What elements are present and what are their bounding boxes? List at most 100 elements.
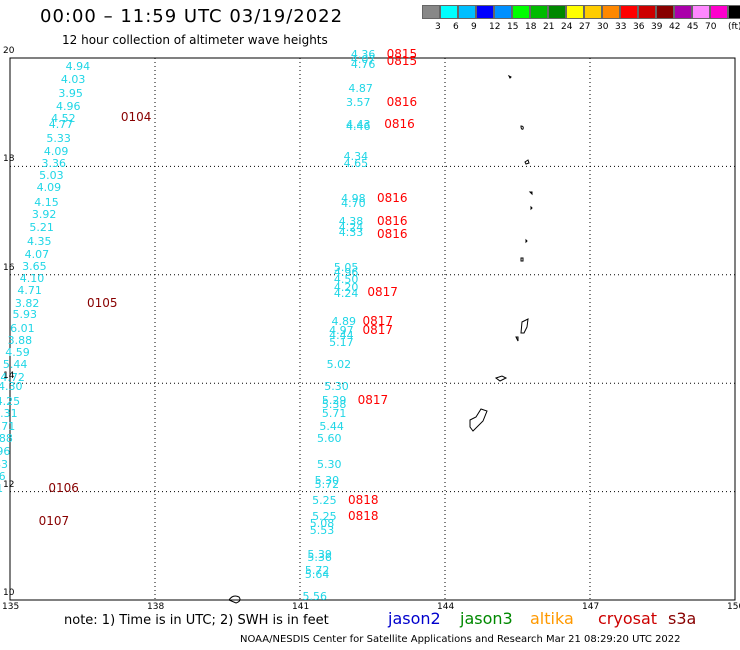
island-outline bbox=[520, 318, 529, 334]
orbit-label: 0105 bbox=[87, 295, 118, 310]
note-text: note: 1) Time is in UTC; 2) SWH is in fe… bbox=[64, 613, 329, 628]
orbit-label: 0817 bbox=[362, 322, 394, 337]
wave-height-label: 4.76 bbox=[350, 58, 376, 72]
scale-swatch bbox=[476, 5, 494, 19]
wave-height-label: 4.36 bbox=[350, 48, 376, 62]
scale-swatch bbox=[656, 5, 674, 19]
orbit-label: 0816 bbox=[377, 190, 408, 205]
wave-height-label: 4.34 bbox=[343, 150, 369, 164]
wave-height-label: 5.44 bbox=[319, 419, 344, 433]
scale-label: 6 bbox=[453, 22, 459, 32]
wave-height-label: 5.17 bbox=[329, 335, 354, 349]
scale-label: 24 bbox=[561, 22, 573, 32]
scale-swatch bbox=[674, 5, 692, 19]
wave-height-label: 4.30 bbox=[0, 379, 23, 393]
wave-height-label: 5.72 bbox=[314, 477, 340, 491]
island-outline bbox=[520, 257, 524, 262]
scale-label: 3 bbox=[435, 22, 441, 32]
wave-height-label: 5.25 bbox=[312, 493, 337, 507]
wave-height-label: 3.95 bbox=[58, 87, 83, 101]
scale-swatch bbox=[638, 5, 656, 19]
wave-height-label: 4.52 bbox=[51, 112, 76, 126]
orbit-label: 0815 bbox=[386, 47, 418, 62]
island-outline bbox=[524, 159, 530, 165]
wave-height-label: 5.30 bbox=[324, 379, 349, 393]
orbit-label: 0816 bbox=[386, 94, 418, 109]
wave-height-label: 4.09 bbox=[36, 181, 62, 195]
scale-label: 39 bbox=[651, 22, 663, 32]
island-outline bbox=[515, 336, 519, 342]
wave-height-label: 4.44 bbox=[329, 329, 354, 343]
wave-height-label: 4.43 bbox=[346, 117, 371, 131]
orbit-label: 0816 bbox=[377, 227, 408, 242]
lon-tick-label: 138 bbox=[147, 602, 165, 612]
wave-height-label: 5.36 bbox=[307, 551, 332, 565]
wave-height-label: 5.21 bbox=[29, 220, 54, 234]
scale-swatch bbox=[602, 5, 620, 19]
wave-height-label: 4.15 bbox=[34, 195, 59, 209]
scale-label: 30 bbox=[597, 22, 609, 32]
wave-height-label: 5.93 bbox=[12, 308, 38, 322]
scale-swatch bbox=[620, 5, 638, 19]
orbit-label: 0815 bbox=[386, 53, 418, 68]
footer-credit: NOAA/NESDIS Center for Satellite Applica… bbox=[240, 634, 681, 645]
scale-label: 45 bbox=[687, 22, 699, 32]
lat-tick-label: 20 bbox=[3, 46, 15, 56]
lat-tick-label: 12 bbox=[3, 479, 15, 490]
lat-tick-label: 18 bbox=[3, 154, 15, 165]
wave-height-label: 4.87 bbox=[348, 81, 373, 95]
wave-height-label: 4.38 bbox=[338, 215, 364, 229]
island-outline bbox=[525, 238, 528, 244]
wave-height-label: 5.53 bbox=[309, 524, 335, 538]
map-frame bbox=[9, 57, 736, 601]
wave-height-label: 4.07 bbox=[350, 52, 376, 66]
page-subtitle: 12 hour collection of altimeter wave hei… bbox=[62, 33, 328, 47]
scale-label: 18 bbox=[525, 22, 537, 32]
wave-height-label: 5.30 bbox=[317, 457, 342, 471]
wave-height-label: 5.30 bbox=[314, 473, 340, 487]
wave-height-label: 5.02 bbox=[326, 358, 352, 372]
wave-height-label: 5.64 bbox=[304, 567, 330, 581]
scale-swatch bbox=[440, 5, 458, 19]
lon-tick-label: 150 bbox=[727, 602, 740, 612]
wave-height-label: 5.31 bbox=[0, 407, 18, 421]
wave-height-label: 4.22 bbox=[0, 502, 1, 515]
wave-height-label: 4.50 bbox=[333, 273, 359, 287]
orbit-label: 0817 bbox=[367, 284, 398, 299]
scale-swatch bbox=[728, 5, 740, 19]
wave-height-label: 4.96 bbox=[333, 266, 359, 280]
wave-height-label: 4.33 bbox=[338, 226, 364, 240]
orbit-label: 0816 bbox=[384, 116, 415, 131]
wave-height-label: 5.56 bbox=[302, 590, 328, 604]
scale-swatch bbox=[710, 5, 728, 19]
island-outline bbox=[228, 595, 241, 604]
wave-height-label: 6.01 bbox=[10, 322, 35, 335]
orbit-label: 0817 bbox=[357, 393, 389, 408]
lat-tick-label: 10 bbox=[3, 588, 15, 598]
scale-label: 36 bbox=[633, 22, 645, 32]
wave-height-label: 4.46 bbox=[346, 120, 371, 134]
orbit-label: 0817 bbox=[362, 313, 394, 328]
lon-tick-label: 141 bbox=[292, 602, 310, 612]
wave-height-label: 4.35 bbox=[27, 235, 52, 249]
orbit-label: 0818 bbox=[348, 509, 379, 524]
orbit-label: 0107 bbox=[38, 514, 70, 529]
wave-height-label: 4.97 bbox=[329, 323, 354, 337]
wave-height-label: 4.24 bbox=[333, 286, 359, 300]
wave-height-label: 4.94 bbox=[65, 60, 91, 74]
lon-tick-label: 147 bbox=[582, 602, 600, 612]
satellite-legend-item: s3a bbox=[668, 609, 697, 628]
scale-label: 42 bbox=[669, 22, 681, 32]
wave-height-label: 5.08 bbox=[309, 517, 335, 531]
scale-swatch bbox=[512, 5, 530, 19]
wave-height-label: 4.98 bbox=[341, 191, 366, 205]
wave-height-label: 5.25 bbox=[312, 510, 337, 524]
lat-tick-label: 14 bbox=[3, 371, 15, 382]
wave-height-label: 4.59 bbox=[5, 346, 30, 360]
wave-height-label: 4.20 bbox=[333, 281, 359, 295]
wave-height-label: 4.77 bbox=[48, 117, 74, 131]
island-outline bbox=[530, 205, 533, 211]
wave-height-label: 4.46 bbox=[0, 469, 6, 483]
wave-height-label: 4.96 bbox=[56, 99, 81, 113]
wave-height-label: 5.05 bbox=[333, 260, 359, 274]
